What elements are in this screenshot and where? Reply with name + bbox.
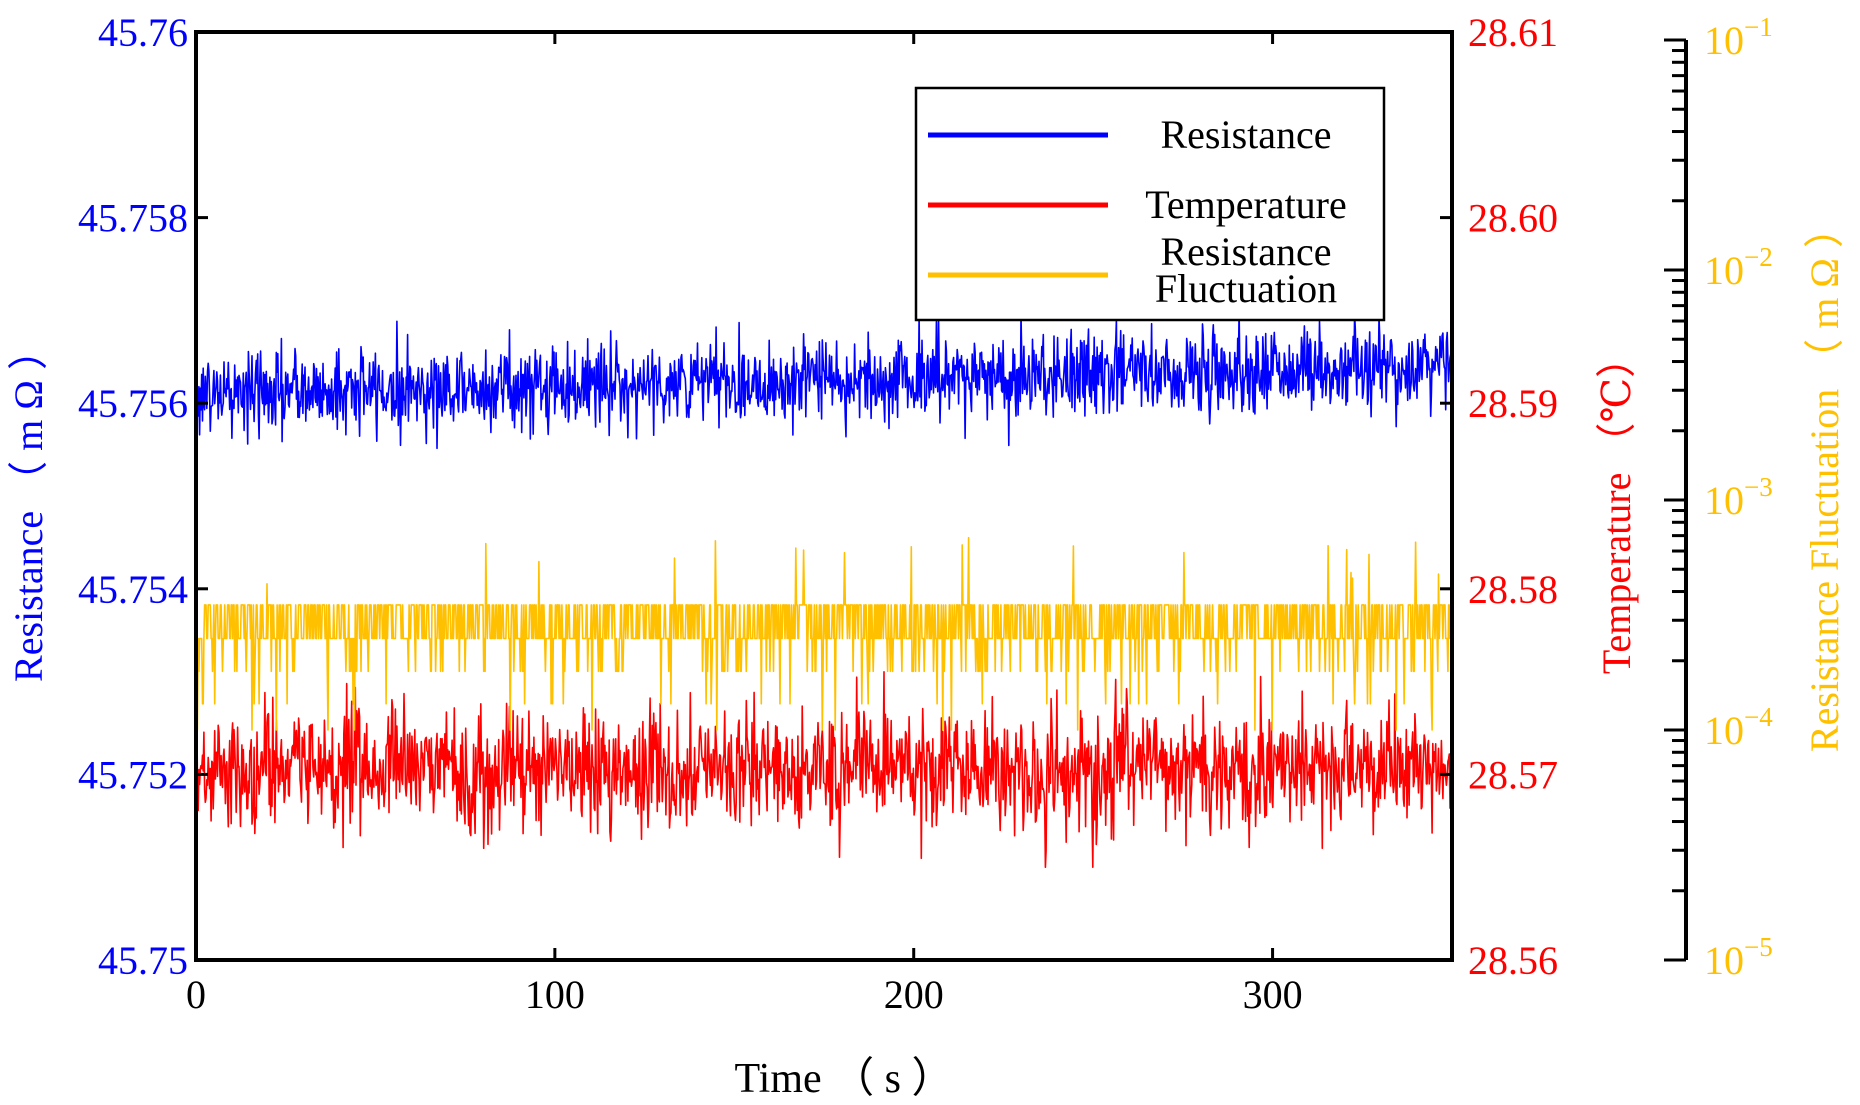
left-tick-label-3: 45.756 bbox=[78, 381, 188, 426]
left-tick-label-1: 45.752 bbox=[78, 752, 188, 797]
legend-label-resistance: Resistance bbox=[1160, 112, 1331, 157]
left-axis-title: Resistance （ m Ω ） bbox=[6, 330, 51, 682]
x-tick-label-100: 100 bbox=[525, 972, 585, 1017]
legend-label2-fluctuation: Fluctuation bbox=[1155, 266, 1337, 311]
x-axis-title: Time （ s ） bbox=[734, 1056, 953, 1102]
x-tick-label-200: 200 bbox=[884, 972, 944, 1017]
legend-layer: ResistanceTemperatureResistanceFluctuati… bbox=[914, 86, 1386, 322]
log-tick-label--3: 10−3 bbox=[1704, 472, 1773, 523]
x-tick-label-300: 300 bbox=[1243, 972, 1303, 1017]
right-tick-label-3: 28.59 bbox=[1468, 381, 1558, 426]
log-tick-label--4: 10−4 bbox=[1704, 702, 1773, 753]
left-tick-label-4: 45.758 bbox=[78, 196, 188, 241]
left-tick-label-5: 45.76 bbox=[98, 10, 188, 55]
far-right-axis-title: Resistance Fluctuation （ m Ω ） bbox=[1802, 208, 1847, 752]
left-tick-label-0: 45.75 bbox=[98, 938, 188, 983]
left-tick-label-2: 45.754 bbox=[78, 567, 188, 612]
legend-label-temperature: Temperature bbox=[1145, 182, 1347, 227]
series-line-fluctuation bbox=[195, 536, 1451, 731]
log-tick-label--2: 10−2 bbox=[1704, 242, 1773, 293]
series-line-resistance bbox=[195, 310, 1452, 450]
right-tick-label-0: 28.56 bbox=[1468, 938, 1558, 983]
right-tick-label-1: 28.57 bbox=[1468, 752, 1558, 797]
series-layer bbox=[195, 310, 1452, 868]
right-tick-label-4: 28.60 bbox=[1468, 196, 1558, 241]
log-tick-label--5: 10−5 bbox=[1704, 932, 1773, 983]
x-tick-label-0: 0 bbox=[186, 972, 206, 1017]
right-tick-label-2: 28.58 bbox=[1468, 567, 1558, 612]
legend-label-fluctuation: Resistance bbox=[1160, 229, 1331, 274]
right-tick-label-5: 28.61 bbox=[1468, 10, 1558, 55]
right-axis-title: Temperature （℃） bbox=[1594, 338, 1639, 674]
plot-frame bbox=[194, 30, 1454, 962]
labels-layer: 0 100 200 300 Time （ s ） 45.75 45.752 45.754 45.… bbox=[6, 10, 1847, 1102]
log-tick-label--1: 10−1 bbox=[1704, 12, 1773, 63]
series-line-temperature bbox=[195, 671, 1452, 868]
axes-layer bbox=[194, 30, 1688, 962]
